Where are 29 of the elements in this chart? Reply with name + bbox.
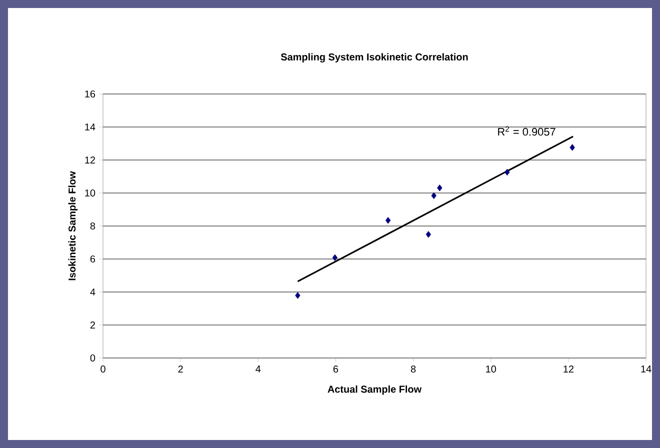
annotation: R$^{2}$ = 0.9057: [498, 126, 556, 136]
point: [504, 168, 510, 176]
chart-title: Sampling System Isokinetic Correlation: [280, 53, 468, 62]
point: [437, 184, 442, 192]
x-tick-label: 8: [410, 366, 416, 373]
x-tick-label: 4: [256, 366, 261, 372]
x-tick-label: 2: [178, 366, 183, 372]
y-tick-label: 6: [90, 255, 96, 263]
y-tick-label: 10: [85, 189, 96, 197]
y-tick-label: 14: [85, 124, 96, 130]
x-tick-label: 10: [486, 366, 496, 373]
y-tick-label: 0: [90, 354, 96, 362]
y-tick-label: 16: [85, 90, 96, 98]
x-tick-label: 14: [641, 366, 652, 372]
y-axis-title: Isokinetic Sample Flow: [68, 171, 78, 280]
y-tick-label: 4: [90, 288, 96, 296]
point: [431, 192, 436, 200]
x-axis-title: Actual Sample Flow: [328, 385, 422, 395]
y-tick-label: 2: [90, 322, 95, 328]
x-tick-label: 6: [333, 366, 338, 373]
y-tick-label: 8: [90, 222, 96, 230]
point: [570, 144, 575, 151]
x-tick-label: 12: [564, 366, 574, 372]
point: [295, 292, 300, 299]
point: [332, 254, 338, 262]
point: [426, 231, 432, 238]
point: [385, 217, 391, 224]
x-tick-label: 0: [100, 366, 106, 373]
y-tick-label: 12: [85, 156, 95, 164]
